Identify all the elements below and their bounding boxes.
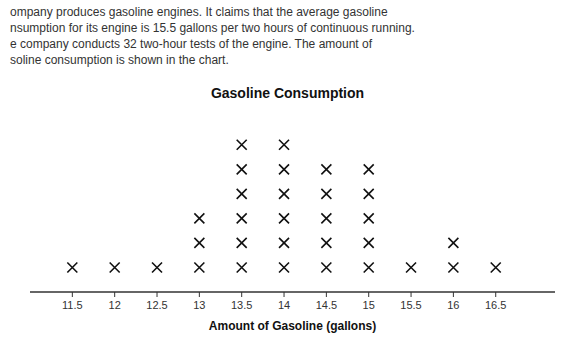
tick: [114, 292, 115, 297]
tick-label: 16: [447, 299, 459, 311]
dot: [448, 238, 458, 248]
tick: [453, 292, 454, 297]
dot: [279, 140, 289, 150]
dot: [279, 213, 289, 223]
tick-label: 12.5: [146, 299, 167, 311]
dot: [152, 262, 162, 272]
tick: [157, 292, 158, 297]
tick-label: 14: [278, 299, 290, 311]
tick-label: 13.5: [231, 299, 252, 311]
tick: [241, 292, 242, 297]
tick: [284, 292, 285, 297]
dot: [406, 262, 416, 272]
dot: [321, 213, 331, 223]
dot: [194, 262, 204, 272]
annotation: ompany produces gasoline engines. It cla…: [10, 5, 388, 19]
tick: [199, 292, 200, 297]
dot: [364, 189, 374, 199]
dot: [364, 262, 374, 272]
axis-label: Amount of Gasoline (gallons): [209, 319, 376, 333]
marks: [67, 140, 500, 273]
dot: [364, 238, 374, 248]
tick-label: 15.5: [400, 299, 421, 311]
dot: [110, 262, 120, 272]
dot: [237, 262, 247, 272]
dot: [237, 189, 247, 199]
dot: [237, 213, 247, 223]
dot: [279, 189, 289, 199]
dot: [448, 262, 458, 272]
dot: [321, 189, 331, 199]
tick: [411, 292, 412, 297]
tick-label: 13: [193, 299, 205, 311]
dot: [321, 164, 331, 174]
annotation: soline consumption is shown in the chart…: [10, 53, 229, 67]
dot: [279, 164, 289, 174]
tick-label: 12: [109, 299, 121, 311]
dot: [237, 140, 247, 150]
dot: [364, 164, 374, 174]
dot: [279, 238, 289, 248]
dot: [237, 164, 247, 174]
tick: [72, 292, 73, 297]
dot: [321, 262, 331, 272]
dot: [237, 238, 247, 248]
tick-label: 14.5: [316, 299, 337, 311]
annotation: e company conducts 32 two-hour tests of …: [10, 37, 373, 51]
tick: [326, 292, 327, 297]
dot: [194, 238, 204, 248]
dot: [67, 262, 77, 272]
tick: [368, 292, 369, 297]
dot: [491, 262, 501, 272]
annotation: nsumption for its engine is 15.5 gallons…: [10, 21, 415, 35]
chart: ompany produces gasoline engines. It cla…: [0, 0, 575, 345]
title: Gasoline Consumption: [211, 85, 364, 101]
dot: [364, 213, 374, 223]
dot: [279, 262, 289, 272]
dot: [194, 213, 204, 223]
dot: [321, 238, 331, 248]
tick: [495, 292, 496, 297]
tick-label: 15: [363, 299, 375, 311]
axis-line: [30, 291, 555, 293]
tick-label: 16.5: [485, 299, 506, 311]
tick-label: 11.5: [62, 299, 83, 311]
